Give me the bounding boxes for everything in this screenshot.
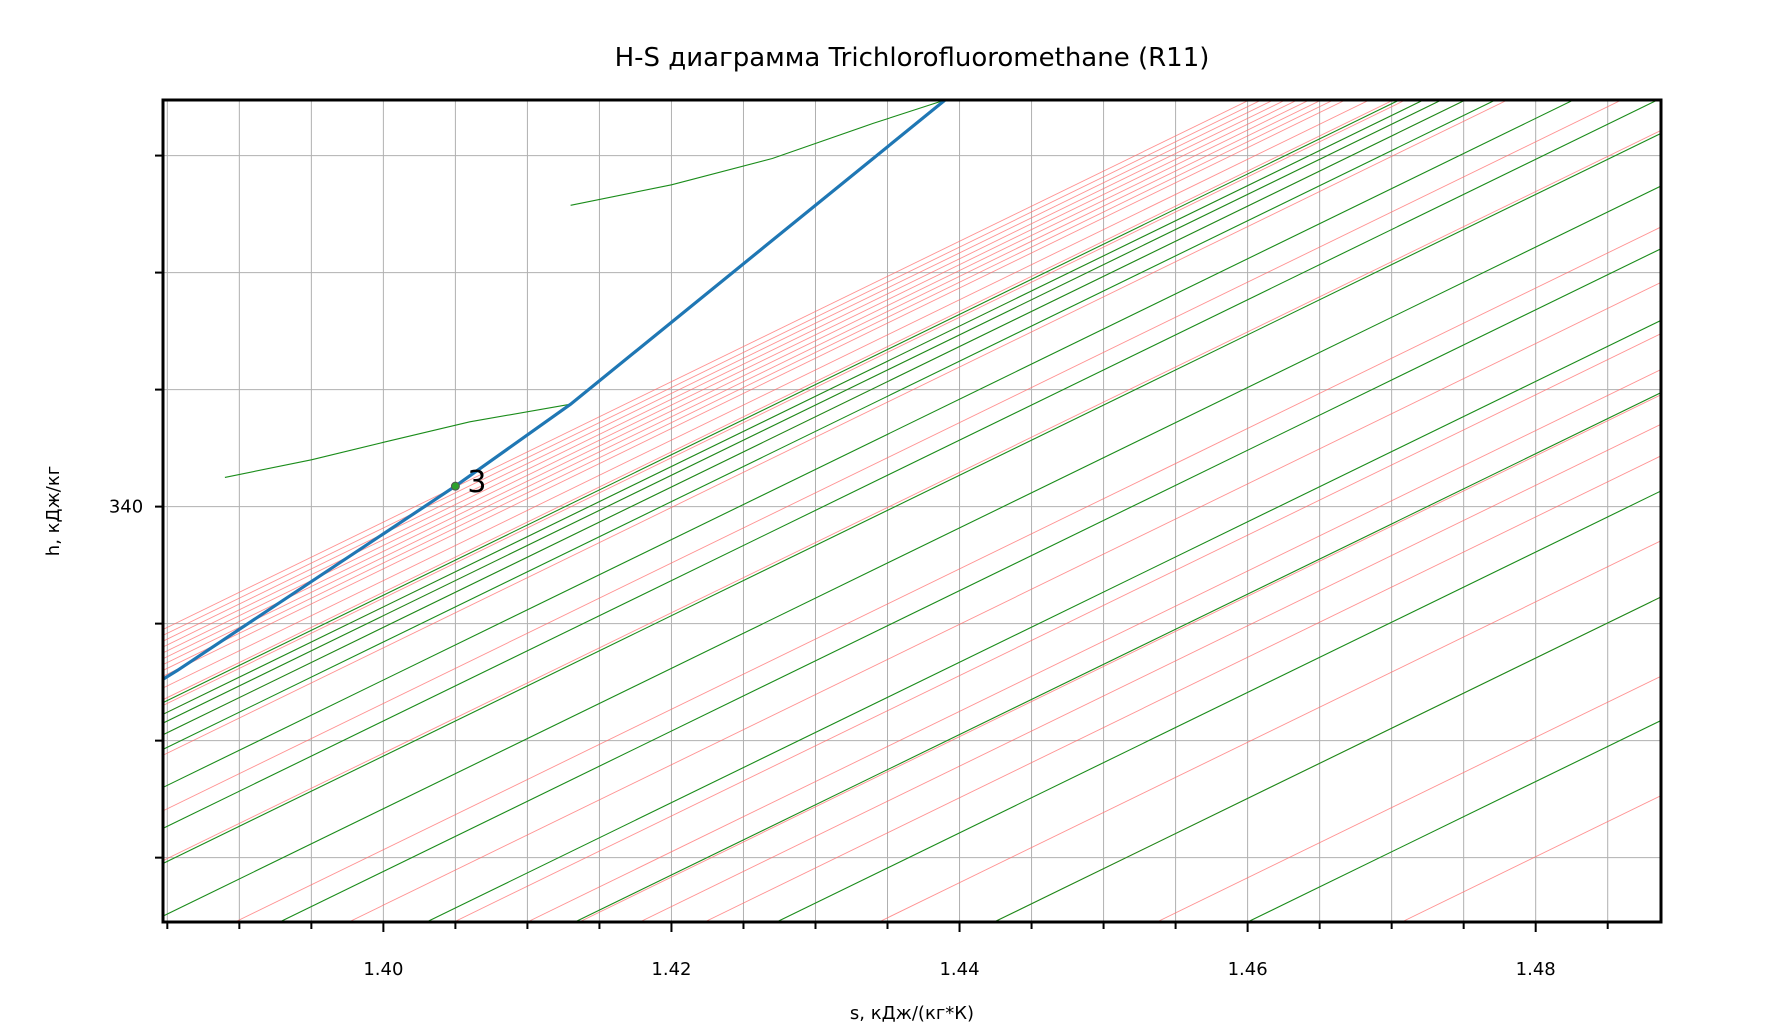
red-isoline: [348, 282, 1661, 922]
y-axis-label: h, кДж/кг: [43, 466, 64, 556]
red-isoline: [1156, 675, 1661, 922]
red-isoline: [163, 100, 1299, 654]
green-isoline: [163, 185, 1661, 917]
red-isoline: [163, 100, 1323, 665]
plot-background: [163, 100, 1661, 922]
green-isoline: [776, 490, 1661, 922]
x-tick-label: 1.46: [1228, 959, 1268, 980]
green-isoline: [574, 392, 1661, 922]
green-isoline: [993, 596, 1661, 922]
red-isoline: [163, 130, 1661, 861]
state-point-label: 3: [467, 465, 486, 500]
green-isoline: [426, 319, 1661, 922]
x-tick-label: 1.44: [939, 959, 979, 980]
red-isoline: [163, 100, 1335, 671]
chart-title: H-S диаграмма Trichlorofluoromethane (R1…: [615, 43, 1210, 73]
green-isoline: [163, 100, 1659, 829]
plot-frame: [161, 98, 1663, 924]
red-isoline: [704, 455, 1661, 922]
x-tick-label: 1.42: [651, 959, 691, 980]
red-isoline: [163, 100, 1287, 648]
green-isoline: [163, 100, 1401, 704]
green-curve: [570, 100, 946, 206]
red-isoline: [163, 100, 1395, 701]
x-tick-label: 1.40: [363, 959, 403, 980]
green-isoline: [279, 248, 1661, 922]
red-isoline: [527, 369, 1661, 922]
ticks: 1.40 1.42 1.44 1.46 1.48 340: [109, 154, 1609, 980]
grid: [163, 100, 1661, 922]
red-isoline: [163, 100, 1311, 660]
green-isoline: [163, 132, 1661, 864]
y-tick-label: 340: [109, 497, 143, 518]
green-isoline: [163, 100, 1425, 715]
green-isoline: [163, 100, 1467, 736]
red-isoline: [878, 540, 1661, 922]
green-isoline: [163, 100, 1575, 788]
red-isoline: [163, 100, 1623, 812]
red-isoline: [639, 423, 1661, 922]
red-isoline: [579, 394, 1661, 922]
green-isoline: [163, 100, 1443, 724]
red-isoline: [163, 100, 1275, 642]
red-isoline: [453, 333, 1661, 922]
red-isoline: [163, 100, 1251, 630]
red-isoline: [234, 226, 1661, 922]
red-isoline: [163, 100, 1407, 706]
x-axis-label: s, кДж/(кг*К): [850, 1003, 974, 1024]
green-isoline: [1247, 720, 1661, 922]
x-tick-label: 1.48: [1516, 959, 1556, 980]
red-isoline: [163, 100, 1371, 689]
red-isoline: [163, 100, 1509, 756]
red-isoline: [1401, 795, 1661, 922]
state-point-marker: [450, 481, 460, 491]
red-isoline: [163, 100, 1347, 677]
green-curve: [224, 403, 571, 478]
green-isoline: [163, 100, 1497, 750]
